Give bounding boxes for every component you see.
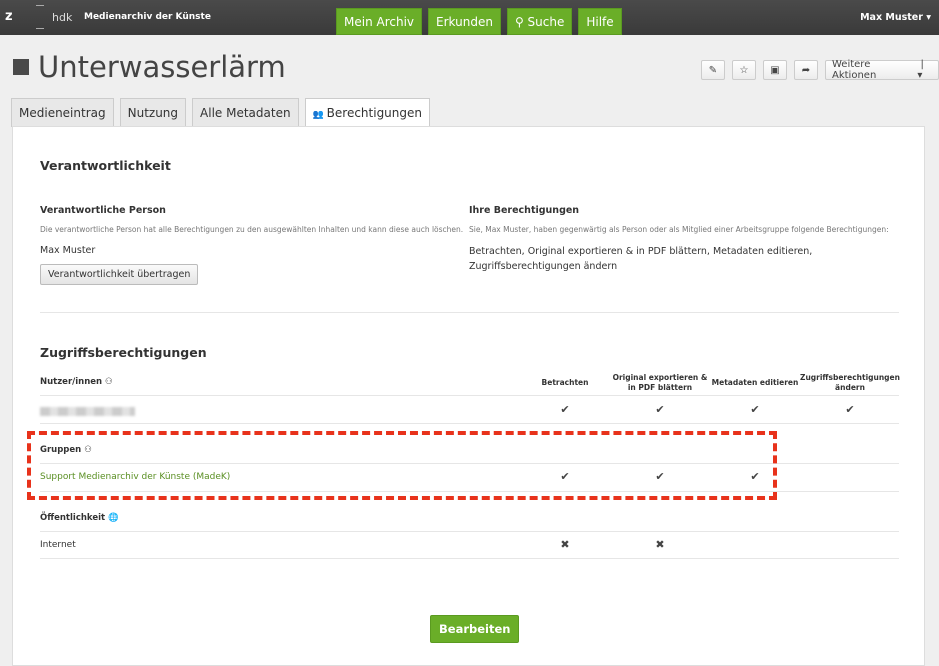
- divider: [40, 312, 899, 313]
- your-permissions-description: Sie, Max Muster, haben gegenwärtig als P…: [469, 225, 889, 234]
- responsibility-heading: Verantwortlichkeit: [40, 158, 171, 173]
- main-nav: Mein Archiv Erkunden ⚲ Suche Hilfe: [336, 8, 622, 35]
- blurred-user-name: [40, 407, 135, 416]
- action-toolbar: ✎ ☆ ▣ ➦ Weitere Aktionen | ▾: [701, 59, 939, 81]
- more-actions-label: Weitere Aktionen: [832, 59, 877, 81]
- tab-label: Berechtigungen: [326, 106, 422, 120]
- divider: [40, 531, 899, 532]
- star-icon: ☆: [739, 64, 749, 76]
- check-icon: ✔: [560, 470, 570, 483]
- person-description: Die verantwortliche Person hat alle Bere…: [40, 225, 464, 234]
- media-type-icon: [13, 59, 29, 75]
- tab-alle-metadaten[interactable]: Alle Metadaten: [192, 98, 299, 127]
- tabs: Medieneintrag Nutzung Alle Metadaten 👥 B…: [11, 98, 430, 128]
- check-icon: ✔: [560, 403, 570, 416]
- check-icon: ✔: [845, 403, 855, 416]
- edit-permissions-button[interactable]: Bearbeiten: [430, 615, 520, 643]
- tab-medieneintrag[interactable]: Medieneintrag: [11, 98, 114, 127]
- access-heading: Zugriffsberechtigungen: [40, 345, 207, 360]
- public-label-text: Öffentlichkeit: [40, 513, 106, 523]
- share-icon: ➦: [801, 64, 811, 76]
- divider: [40, 491, 899, 492]
- user-icon: ⚇: [105, 377, 113, 387]
- brand-name[interactable]: Medienarchiv der Künste: [84, 12, 211, 22]
- logo[interactable]: z: [5, 9, 13, 24]
- col-zugriff: Zugriffsberechtigungen ändern: [800, 373, 900, 392]
- highlight-annotation: [27, 431, 777, 500]
- search-icon: ⚲: [514, 15, 528, 29]
- your-permissions-heading: Ihre Berechtigungen: [469, 205, 580, 216]
- divider: [40, 463, 899, 464]
- tab-berechtigungen[interactable]: 👥 Berechtigungen: [304, 98, 430, 128]
- responsible-person: Max Muster: [40, 245, 96, 256]
- cross-icon: ✖: [560, 538, 570, 551]
- check-icon: ✔: [750, 403, 760, 416]
- groups-label: Gruppen ⚇: [40, 445, 92, 455]
- public-internet: Internet: [40, 540, 76, 550]
- permissions-panel: Verantwortlichkeit Verantwortliche Perso…: [12, 126, 925, 666]
- divider: [40, 423, 899, 424]
- divider: [40, 395, 899, 396]
- share-button[interactable]: ➦: [794, 60, 818, 80]
- logo-mark: [36, 5, 44, 29]
- page-title: Unterwasserlärm: [13, 50, 286, 84]
- users-label-text: Nutzer/innen: [40, 377, 103, 387]
- top-bar: z hdk Medienarchiv der Künste Mein Archi…: [0, 0, 939, 35]
- tab-nutzung[interactable]: Nutzung: [119, 98, 187, 127]
- user-menu[interactable]: Max Muster ▾: [860, 12, 931, 23]
- nav-erkunden[interactable]: Erkunden: [428, 8, 501, 35]
- add-to-set-button[interactable]: ▣: [763, 60, 787, 80]
- group-link[interactable]: Support Medienarchiv der Künste (MadeK): [40, 472, 231, 482]
- pencil-icon: ✎: [708, 64, 718, 76]
- cross-icon: ✖: [655, 538, 665, 551]
- your-permissions: Betrachten, Original exportieren & in PD…: [469, 246, 813, 272]
- globe-icon: 🌐: [108, 513, 119, 523]
- check-icon: ✔: [655, 470, 665, 483]
- public-label: Öffentlichkeit 🌐: [40, 513, 119, 523]
- edit-button[interactable]: ✎: [701, 60, 725, 80]
- more-actions-button[interactable]: Weitere Aktionen | ▾: [825, 59, 939, 81]
- group-icon: ⚇: [84, 445, 92, 455]
- transfer-responsibility-button[interactable]: Verantwortlichkeit übertragen: [40, 264, 199, 285]
- col-betrachten: Betrachten: [541, 378, 589, 387]
- person-heading: Verantwortliche Person: [40, 205, 166, 216]
- check-icon: ✔: [750, 470, 760, 483]
- groups-label-text: Gruppen: [40, 445, 82, 455]
- set-icon: ▣: [770, 64, 780, 76]
- nav-suche[interactable]: ⚲ Suche: [506, 8, 573, 35]
- favorite-button[interactable]: ☆: [732, 60, 756, 80]
- users-label: Nutzer/innen ⚇: [40, 377, 113, 387]
- users-icon: 👥: [312, 110, 327, 120]
- col-export: Original exportieren & in PDF blättern: [612, 373, 708, 392]
- divider: [40, 558, 899, 559]
- nav-suche-label: Suche: [527, 15, 565, 29]
- hdk-label: hdk: [52, 11, 73, 24]
- nav-hilfe[interactable]: Hilfe: [578, 8, 622, 35]
- nav-mein-archiv[interactable]: Mein Archiv: [336, 8, 423, 35]
- chevron-down-icon: | ▾: [917, 59, 924, 81]
- check-icon: ✔: [655, 403, 665, 416]
- col-metadaten: Metadaten editieren: [711, 378, 799, 387]
- title-text: Unterwasserlärm: [38, 50, 286, 84]
